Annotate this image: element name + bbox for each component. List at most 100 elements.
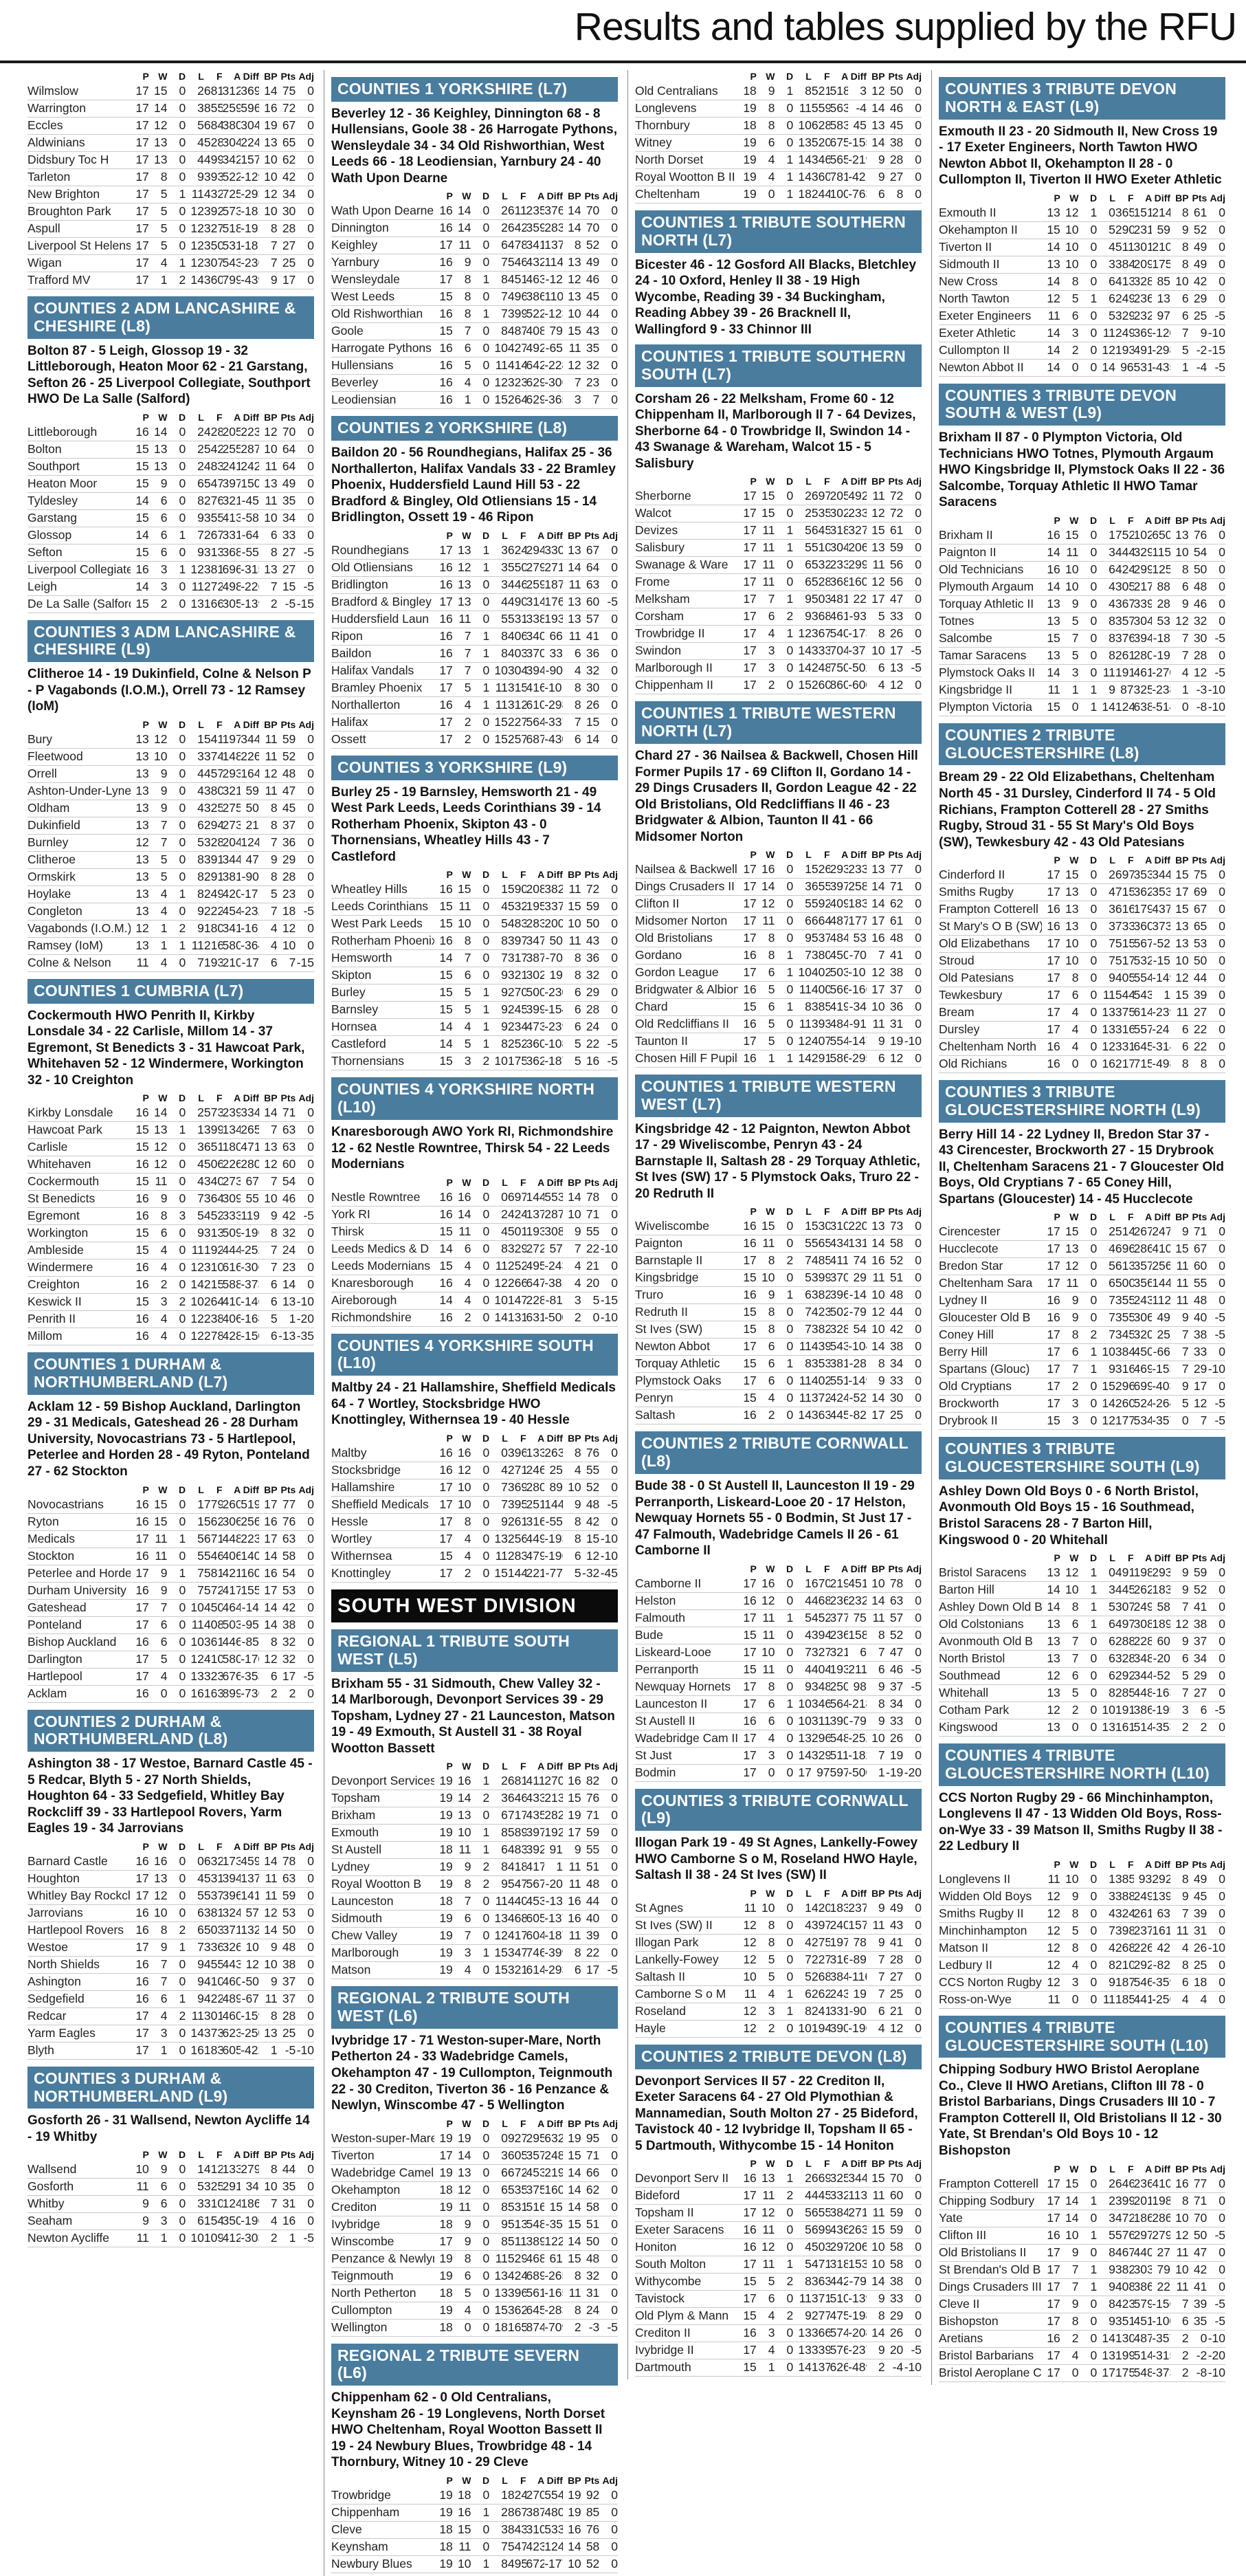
table-header-row: P W D L F A Diff BP Pts Adj xyxy=(939,2163,1225,2176)
stat-value: 49 xyxy=(1188,239,1208,256)
stat-value: 0 xyxy=(471,898,490,916)
stat-value: 4 xyxy=(1188,1991,1208,2009)
stat-column-header: W xyxy=(1069,514,1079,526)
stat-value: 52 xyxy=(1188,221,1208,239)
stat-value: 17 xyxy=(1042,2192,1060,2210)
stat-value: 0 xyxy=(186,1853,204,1871)
stat-value: -168 xyxy=(241,1310,259,1329)
stat-value: 18 xyxy=(434,1893,453,1911)
stat-value: 432 xyxy=(203,186,223,203)
stat-value: 137 xyxy=(544,236,563,255)
stat-value: 77 xyxy=(1188,2175,1208,2193)
stat-value: 76 xyxy=(581,1444,600,1462)
table-row: Frome 17 11 0 6 528 368 160 12 56 0 xyxy=(635,573,922,592)
stat-value: 17 xyxy=(258,1582,278,1600)
stat-column-header: BP xyxy=(264,71,278,82)
stat-value: 2 xyxy=(756,676,775,695)
stat-value: -5 xyxy=(599,1053,618,1071)
stat-value: 9 xyxy=(489,967,508,985)
stat-value: 192 xyxy=(203,1242,223,1260)
stat-value: 33 xyxy=(885,608,904,626)
stat-value: 0 xyxy=(1207,2278,1225,2296)
stat-value: 17 xyxy=(131,1668,149,1686)
stat-value: 7 xyxy=(148,834,168,852)
stat-value: 57 xyxy=(885,1609,904,1627)
stat-value: 4 xyxy=(793,1627,812,1644)
stat-value: 6 xyxy=(186,2212,204,2231)
stat-value: 14 xyxy=(258,1105,278,1123)
stat-value: 17 xyxy=(738,1338,757,1356)
stat-value: 13 xyxy=(1152,290,1170,308)
stat-value: 380 xyxy=(203,782,223,800)
table-row: Honiton 16 12 0 4 503 297 206 10 58 0 xyxy=(635,2238,922,2257)
stat-value: 7 xyxy=(866,1968,885,1986)
team-column-header xyxy=(939,192,1042,205)
table-row: Chipping Sodbury 17 14 1 2 399 201 198 8 71 0 xyxy=(939,2192,1225,2210)
stat-value: 11 xyxy=(562,340,581,358)
stat-value: 15 xyxy=(489,731,508,749)
stat-value: 9 xyxy=(1060,2296,1079,2313)
stat-value: 93 xyxy=(1133,1871,1153,1889)
stat-value: 2 xyxy=(1097,2192,1115,2210)
stat-value: -219 xyxy=(848,151,867,169)
results-intro: Bream 29 - 22 Old Elizabethans, Cheltenh… xyxy=(939,770,1216,850)
stat-value: 9 xyxy=(1097,1361,1115,1379)
stat-value: 0 xyxy=(167,1599,186,1617)
stat-value: 397 xyxy=(830,878,849,896)
stat-value: 4 xyxy=(793,2187,812,2205)
stat-column-header: P xyxy=(446,2474,453,2486)
stat-value: 7 xyxy=(581,391,600,410)
stat-value: 409 xyxy=(830,895,849,914)
stat-value: 45 xyxy=(277,800,296,817)
stat-value: 0 xyxy=(775,1033,794,1051)
stat-column-header: F xyxy=(1127,855,1134,866)
stat-value: 616 xyxy=(222,1259,241,1277)
stat-value: 503 xyxy=(203,1922,223,1939)
stat-value: 17 xyxy=(738,1747,757,1765)
stat-value: 0 xyxy=(167,1633,186,1651)
stat-value: 547 xyxy=(507,1875,526,1894)
stat-value: 16 xyxy=(866,929,885,948)
stat-value: 0 xyxy=(599,322,618,341)
stat-value: 0 xyxy=(167,1870,186,1888)
stat-value: 20 xyxy=(885,2342,904,2360)
stat-value: 5 xyxy=(258,885,278,903)
stat-value: -10 xyxy=(1207,2364,1225,2382)
stat-value: 275 xyxy=(222,800,241,817)
stat-value: 557 xyxy=(1133,1021,1153,1039)
stat-value: 8 xyxy=(452,1513,471,1531)
stat-value: 25 xyxy=(277,2025,296,2043)
stat-value: 13 xyxy=(258,134,278,152)
table-row: Novocastrians 16 15 0 1 779 260 519 17 77 0 xyxy=(27,1496,314,1514)
stat-value: 18 xyxy=(452,2487,471,2505)
stat-value: 50 xyxy=(885,83,904,100)
stat-column-header: Diff xyxy=(243,71,259,82)
stat-value: 1 xyxy=(1078,2261,1098,2279)
stat-value: -422 xyxy=(241,2042,259,2060)
table-row: Stockton 16 11 0 5 546 406 140 14 58 0 xyxy=(27,1548,314,1565)
table-row: Exmouth 19 10 1 8 589 397 192 17 59 0 xyxy=(331,1824,618,1842)
stat-value: -10 xyxy=(599,1548,618,1565)
stat-value: 509 xyxy=(222,1224,241,1243)
stat-value: 0 xyxy=(903,505,922,523)
stat-column-header: A xyxy=(537,1176,545,1188)
stat-value: 400 xyxy=(811,981,830,1000)
stat-value: -196 xyxy=(848,2020,867,2038)
stat-value: 0 xyxy=(1170,698,1189,716)
stat-value: 1 xyxy=(756,2359,775,2377)
team-name: Northallerton xyxy=(331,696,435,714)
stat-value: 387 xyxy=(526,2504,545,2522)
stat-value: 15 xyxy=(131,1224,149,1243)
stat-value: 125 xyxy=(1152,561,1170,579)
stat-value: 8 xyxy=(756,100,775,118)
stat-value: 17 xyxy=(131,2007,149,2025)
team-name: Aspull xyxy=(27,220,131,238)
stat-value: 0 xyxy=(903,1286,922,1305)
stat-value: 0 xyxy=(903,2324,922,2343)
stat-value: 715 xyxy=(1133,1055,1153,1074)
stat-value: 342 xyxy=(222,151,241,169)
